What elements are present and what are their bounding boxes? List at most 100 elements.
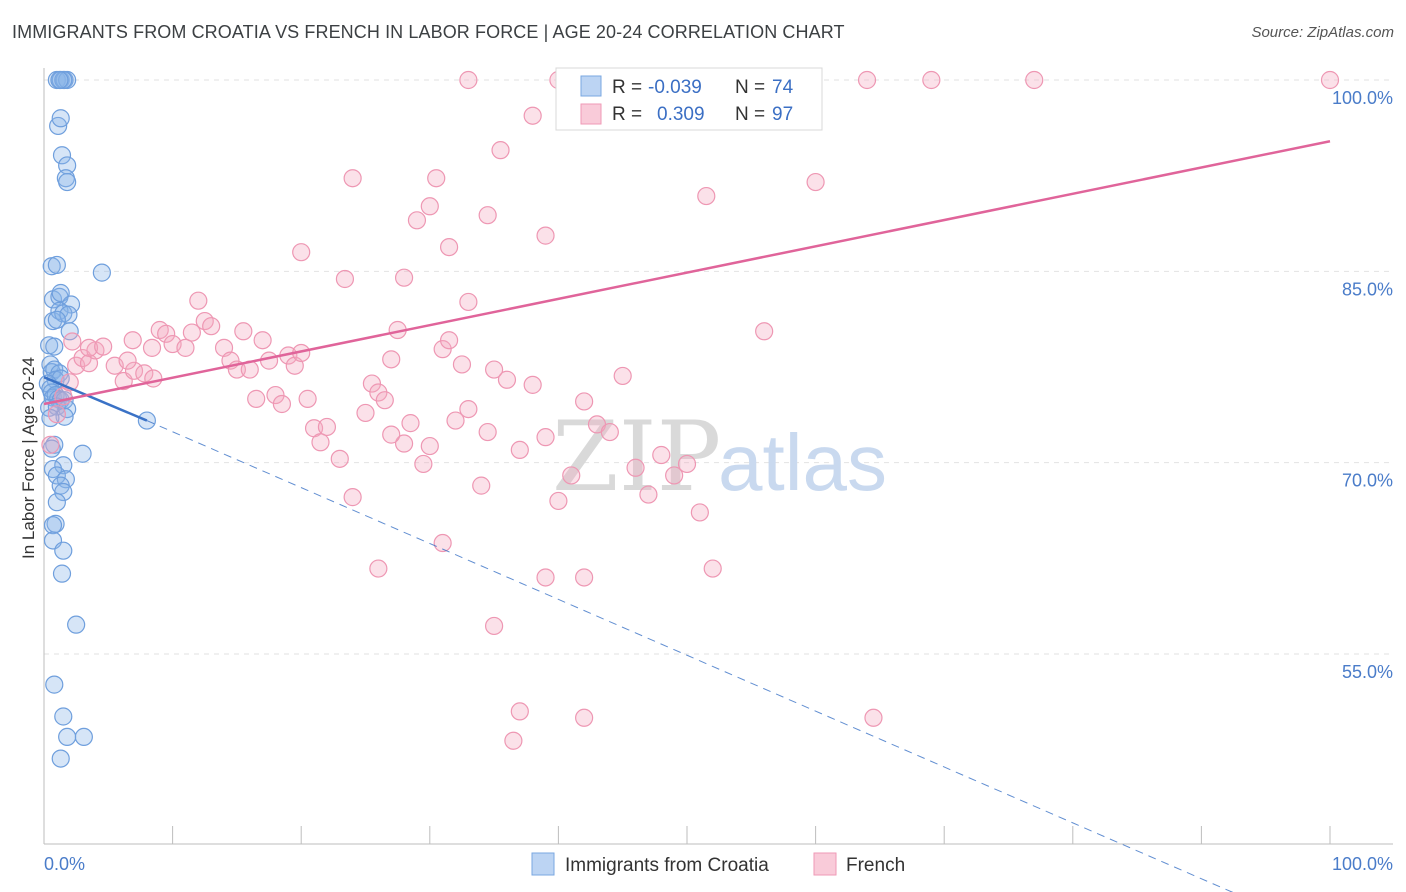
- french-point-50: [382, 350, 401, 369]
- french-point-110: [575, 568, 594, 587]
- french-point-9: [79, 338, 99, 357]
- y-tick-label-1: 85.0%: [1342, 279, 1393, 299]
- croatia-point-56: [47, 493, 66, 512]
- croatia-point-52: [47, 466, 66, 485]
- trend-lines: [43, 140, 1331, 892]
- french-point-72: [600, 422, 619, 442]
- french-point-105: [382, 425, 401, 444]
- french-point-56: [433, 340, 452, 359]
- legend-r-label-croatia: R =: [612, 77, 642, 98]
- croatia-point-48: [73, 444, 92, 463]
- french-point-0: [41, 435, 60, 454]
- french-point-82: [343, 169, 362, 188]
- french-point-96: [459, 70, 478, 90]
- bottom-legend-swatch-french: [813, 852, 837, 876]
- french-point-92: [536, 226, 555, 245]
- french-point-94: [806, 172, 825, 192]
- croatia-trend-extension: [146, 420, 1234, 892]
- french-point-1: [47, 405, 66, 424]
- chart-title: IMMIGRANTS FROM CROATIA VS FRENCH IN LAB…: [12, 22, 845, 42]
- y-tick-label-0: 100.0%: [1332, 88, 1393, 108]
- french-point-88: [459, 292, 478, 312]
- french-point-78: [677, 454, 697, 474]
- croatia-point-11: [58, 172, 77, 192]
- french-point-86: [427, 169, 446, 188]
- croatia-point-50: [54, 456, 73, 475]
- french-point-85: [420, 197, 439, 216]
- french-point-40: [298, 389, 317, 408]
- croatia-trend-line: [43, 376, 148, 422]
- french-point-46: [356, 403, 375, 423]
- french-point-80: [292, 243, 311, 262]
- french-point-87: [439, 237, 459, 257]
- french-point-101: [857, 70, 877, 90]
- french-point-53: [401, 414, 420, 433]
- french-point-20: [157, 324, 176, 343]
- french-point-109: [536, 568, 555, 587]
- legend-swatch-french: [580, 103, 602, 125]
- french-point-57: [439, 331, 459, 350]
- french-point-18: [142, 338, 162, 357]
- chart-source: Source: ZipAtlas.com: [1251, 24, 1394, 41]
- legend-n-value-croatia: 74: [772, 77, 794, 98]
- legend-n-label-french: N =: [735, 104, 765, 125]
- french-point-77: [665, 466, 684, 485]
- y-tick-labels: 100.0% 85.0% 70.0% 55.0%: [1332, 88, 1393, 682]
- french-point-114: [575, 708, 594, 727]
- french-point-44: [330, 449, 349, 468]
- french-point-33: [253, 331, 272, 350]
- french-point-66: [523, 375, 542, 394]
- french-point-107: [433, 533, 452, 553]
- french-point-113: [504, 731, 523, 750]
- french-point-95: [697, 186, 716, 206]
- croatia-point-3: [58, 70, 77, 90]
- french-point-64: [497, 370, 517, 389]
- french-point-52: [394, 434, 414, 453]
- legend-r-value-french: 0.309: [657, 104, 705, 125]
- french-point-90: [491, 141, 510, 160]
- french-point-106: [369, 559, 388, 578]
- croatia-point-61: [52, 564, 72, 583]
- stats-legend: R = -0.039 N = 74 R = 0.309 N = 97: [555, 67, 823, 131]
- french-point-115: [864, 708, 883, 727]
- croatia-point-5: [50, 70, 69, 90]
- croatia-point-17: [51, 283, 70, 303]
- french-point-42: [317, 417, 337, 437]
- french-point-36: [272, 394, 292, 414]
- french-point-67: [536, 428, 555, 447]
- french-point-23: [182, 323, 201, 342]
- french-point-81: [335, 269, 355, 289]
- french-point-68: [549, 491, 568, 511]
- croatia-point-14: [92, 263, 111, 282]
- french-point-45: [343, 488, 362, 507]
- series-croatia-points: [38, 70, 156, 768]
- french-point-103: [1025, 70, 1044, 90]
- croatia-point-4: [54, 70, 73, 90]
- french-point-26: [202, 317, 221, 336]
- french-point-54: [414, 454, 433, 474]
- croatia-point-23: [47, 310, 66, 329]
- french-point-69: [562, 466, 581, 485]
- series-french-points: [41, 70, 1340, 750]
- french-point-30: [234, 322, 253, 341]
- croatia-point-55: [54, 482, 73, 502]
- french-point-74: [626, 458, 645, 477]
- french-point-102: [922, 70, 941, 90]
- legend-r-label-french: R =: [612, 104, 642, 125]
- y-tick-label-3: 55.0%: [1342, 662, 1393, 682]
- french-point-108: [485, 616, 504, 636]
- french-point-63: [485, 360, 504, 379]
- french-point-22: [176, 338, 195, 357]
- french-point-17: [123, 331, 142, 350]
- french-point-58: [446, 411, 465, 430]
- watermark-atlas: atlas: [718, 418, 887, 507]
- french-point-43: [311, 433, 330, 452]
- axes: [43, 68, 1393, 845]
- watermark-zip: ZIP: [552, 401, 721, 513]
- french-point-60: [459, 399, 478, 419]
- french-point-62: [478, 422, 497, 442]
- french-point-59: [452, 355, 472, 374]
- croatia-point-8: [52, 146, 72, 165]
- french-point-8: [63, 332, 82, 351]
- bottom-legend-label-french: French: [846, 855, 905, 876]
